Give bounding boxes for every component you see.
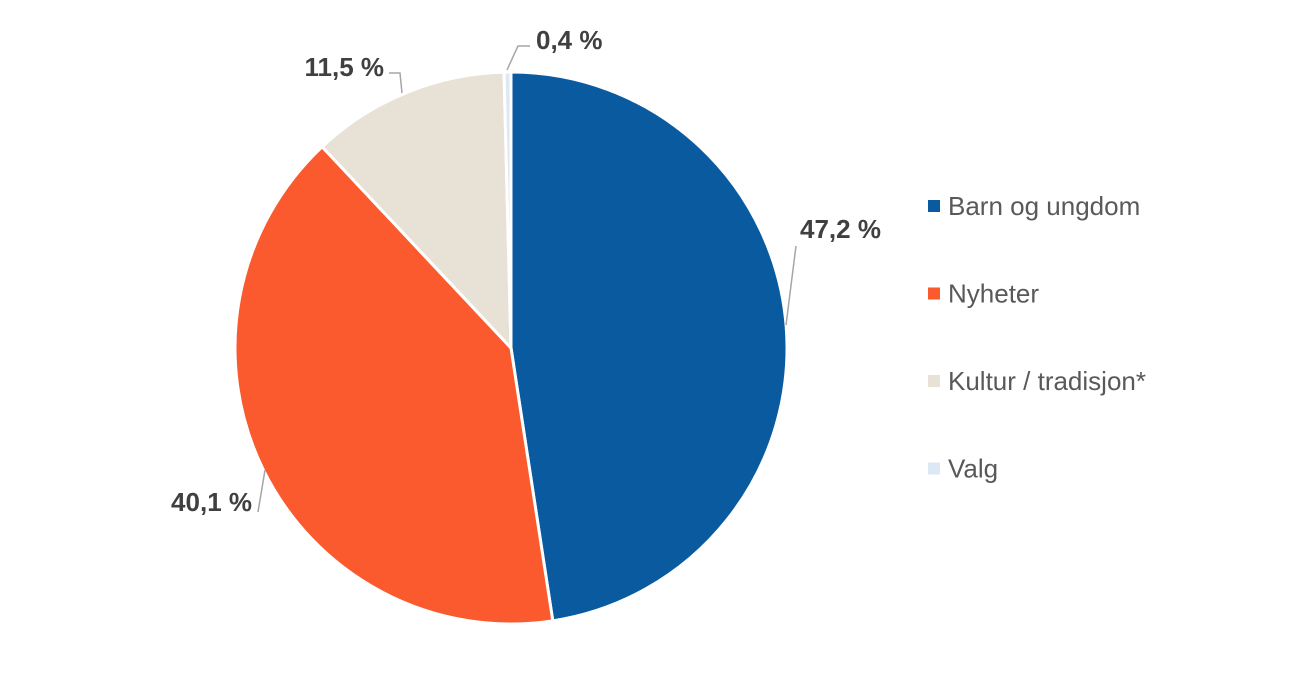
legend-swatch-nyheter [928,287,940,300]
legend-swatch-kultur-tradisjon [928,375,940,387]
legend-label-kultur-tradisjon: Kultur / tradisjon* [948,366,1146,396]
data-label-valg: 0,4 % [536,25,603,55]
pie-slice-barn-og-ungdom [509,70,789,623]
leader-line-nyheter [257,469,266,513]
data-label-barn-og-ungdom: 47,2 % [800,214,881,244]
legend-label-nyheter: Nyheter [948,279,1039,309]
pie-slice-kultur-tradisjon [320,70,513,350]
legend: Barn og ungdom Nyheter Kultur / tradisjon*… [928,191,1146,484]
pie-slices [233,70,789,626]
leader-line-kultur-tradisjon [389,72,403,94]
leader-line-valg [506,45,530,71]
pie-slice-nyheter [233,145,555,626]
leader-line-barn-og-ungdom [785,245,797,326]
legend-label-valg: Valg [948,454,998,484]
pie-slice-valg [502,70,513,350]
data-labels: 47,2 % 40,1 % 11,5 % 0,4 % [171,25,881,517]
legend-label-barn-og-ungdom: Barn og ungdom [948,191,1140,221]
leader-lines [257,45,797,513]
data-label-nyheter: 40,1 % [171,487,252,517]
legend-swatch-barn-og-ungdom [928,200,940,212]
data-label-kultur-tradisjon: 11,5 % [304,52,384,82]
legend-swatch-valg [928,462,940,475]
